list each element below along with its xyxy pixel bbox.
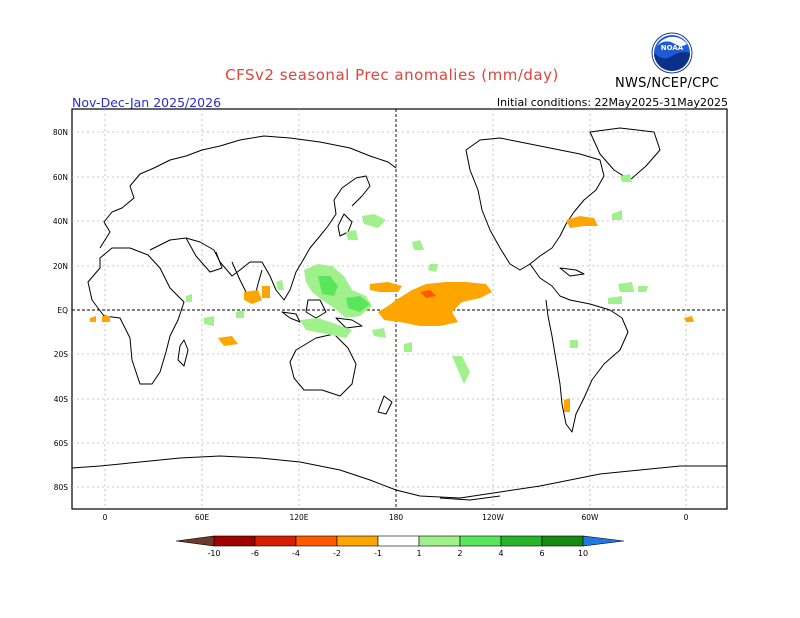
wet-anomaly-south-pacific bbox=[452, 356, 470, 384]
colorbar-labels: -10 -6 -4 -2 -1 1 2 4 6 10 bbox=[207, 549, 588, 558]
colorbar-label: -2 bbox=[333, 549, 341, 558]
lat-label: 20N bbox=[53, 262, 68, 271]
wet-anomaly-north-pacific bbox=[362, 214, 386, 228]
lat-label: 80N bbox=[53, 128, 68, 137]
latitude-labels: 80N 60N 40N 20N EQ 20S 40S 60S 80S bbox=[53, 128, 68, 492]
colorbar-below-min bbox=[175, 535, 215, 547]
lon-label: 120E bbox=[289, 513, 308, 522]
graticule bbox=[72, 109, 727, 509]
forecast-period: Nov-Dec-Jan 2025/2026 bbox=[72, 95, 222, 110]
wet-anomaly-philippines bbox=[318, 276, 338, 296]
agency-label: NWS/NCEP/CPC bbox=[615, 76, 720, 91]
longitude-labels: 0 60E 120E 180 120W 60W 0 bbox=[103, 513, 689, 522]
dry-anomaly-core bbox=[420, 290, 436, 298]
map-title: CFSv2 seasonal Prec anomalies (mm/day) bbox=[225, 66, 559, 84]
colorbar-above-max bbox=[582, 535, 625, 547]
lon-label: 120W bbox=[482, 513, 504, 522]
colorbar-label: -10 bbox=[207, 549, 220, 558]
lat-label: 20S bbox=[54, 350, 69, 359]
dry-anomaly-indian-ocean bbox=[244, 290, 262, 304]
colorbar bbox=[175, 535, 625, 547]
lon-label: 180 bbox=[389, 513, 404, 522]
lon-label: 0 bbox=[103, 513, 108, 522]
lat-label: 40N bbox=[53, 217, 68, 226]
colorbar-label: 1 bbox=[416, 549, 421, 558]
noaa-logo: NOAA bbox=[651, 32, 693, 74]
lat-label: EQ bbox=[57, 306, 68, 315]
wet-anomaly-pacific-core bbox=[346, 296, 370, 312]
coastlines bbox=[71, 127, 727, 501]
dry-anomaly-central-pacific bbox=[378, 282, 492, 326]
colorbar-label: -4 bbox=[292, 549, 300, 558]
colorbar-label: 2 bbox=[457, 549, 462, 558]
lon-label: 60W bbox=[582, 513, 600, 522]
colorbar-label: 10 bbox=[578, 549, 588, 558]
anomaly-patches bbox=[90, 174, 694, 412]
colorbar-label: 4 bbox=[498, 549, 503, 558]
colorbar-label: 6 bbox=[539, 549, 544, 558]
map-frame bbox=[71, 108, 728, 510]
lat-label: 80S bbox=[54, 483, 69, 492]
colorbar-label: -1 bbox=[374, 549, 382, 558]
lon-label: 0 bbox=[684, 513, 689, 522]
colorbar-label: -6 bbox=[251, 549, 259, 558]
initial-conditions: Initial conditions: 22May2025-31May2025 bbox=[496, 96, 728, 109]
dry-anomaly-north-atlantic bbox=[566, 216, 598, 228]
lat-label: 40S bbox=[54, 395, 69, 404]
lat-label: 60S bbox=[54, 439, 69, 448]
lon-label: 60E bbox=[195, 513, 210, 522]
noaa-logo-text: NOAA bbox=[661, 44, 684, 52]
lat-label: 60N bbox=[53, 173, 68, 182]
wet-anomaly-indonesia bbox=[300, 318, 352, 338]
